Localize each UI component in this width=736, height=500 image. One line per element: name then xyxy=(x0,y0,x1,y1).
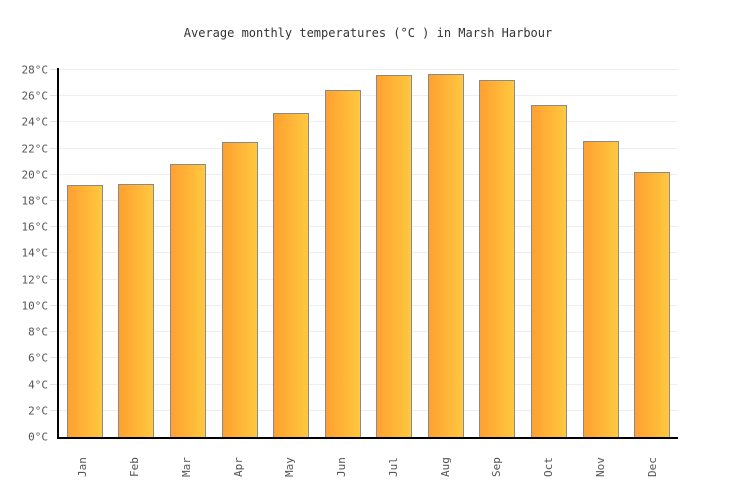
plot-area xyxy=(50,68,678,439)
bar-sep[interactable] xyxy=(479,80,516,437)
y-tick-label: 2°C xyxy=(28,404,48,418)
gridline xyxy=(59,68,678,70)
x-tick-label: Aug xyxy=(438,457,452,477)
bar-dec[interactable] xyxy=(634,172,671,437)
y-tick-label: 26°C xyxy=(21,89,49,103)
x-tick-label: Dec xyxy=(645,457,659,477)
x-tick-cell: Jan xyxy=(57,443,109,477)
x-tick-cell: Dec xyxy=(626,443,678,477)
y-tick-mark xyxy=(50,383,57,385)
y-tick-label: 14°C xyxy=(21,246,49,260)
x-axis-labels: Jan Feb Mar Apr May Jun Jul Aug Sep Oct Nov Dec xyxy=(57,443,678,477)
x-tick-label: Jul xyxy=(386,457,400,477)
y-tick-label: 16°C xyxy=(21,220,49,234)
y-tick-mark xyxy=(50,173,57,175)
gridline xyxy=(59,147,678,149)
y-tick-label: 6°C xyxy=(28,351,48,365)
y-tick-label: 0°C xyxy=(28,430,48,444)
y-tick-mark xyxy=(50,331,57,333)
x-tick-label: Sep xyxy=(490,457,504,477)
y-tick-label: 10°C xyxy=(21,299,49,313)
y-tick-mark xyxy=(50,147,57,149)
y-tick-mark xyxy=(50,252,57,254)
y-tick-mark xyxy=(50,278,57,280)
y-tick-label: 22°C xyxy=(21,142,49,156)
gridline xyxy=(59,121,678,123)
bar-slot xyxy=(265,68,317,437)
x-tick-label: Nov xyxy=(593,457,607,477)
y-tick-mark xyxy=(50,200,57,202)
x-tick-cell: Aug xyxy=(419,443,471,477)
x-tick-cell: Apr xyxy=(212,443,264,477)
x-tick-label: Apr xyxy=(231,457,245,477)
gridline xyxy=(59,331,678,333)
x-tick-cell: Feb xyxy=(109,443,161,477)
y-tick-label: 8°C xyxy=(28,325,48,339)
x-tick-label: May xyxy=(283,457,297,477)
x-tick-cell: Mar xyxy=(161,443,213,477)
x-tick-cell: Jun xyxy=(316,443,368,477)
bar-jan[interactable] xyxy=(66,185,103,437)
bar-slot xyxy=(626,68,678,437)
y-tick-label: 12°C xyxy=(21,273,49,287)
bar-slot xyxy=(575,68,627,437)
y-tick-mark xyxy=(50,68,57,70)
bar-feb[interactable] xyxy=(118,184,155,437)
bar-slot xyxy=(523,68,575,437)
bars-container xyxy=(59,68,678,437)
bar-aug[interactable] xyxy=(427,73,464,437)
gridline xyxy=(59,200,678,202)
y-tick-mark xyxy=(50,226,57,228)
x-tick-cell: Oct xyxy=(523,443,575,477)
gridline xyxy=(59,252,678,254)
y-tick-mark xyxy=(50,95,57,97)
x-tick-label: Feb xyxy=(128,457,142,477)
y-tick-mark xyxy=(50,304,57,306)
bar-slot xyxy=(368,68,420,437)
x-tick-label: Mar xyxy=(179,457,193,477)
bar-slot xyxy=(472,68,524,437)
bar-may[interactable] xyxy=(273,113,310,437)
x-tick-cell: Nov xyxy=(575,443,627,477)
y-tick-label: 24°C xyxy=(21,115,49,129)
y-tick-label: 4°C xyxy=(28,378,48,392)
x-tick-label: Jan xyxy=(76,457,90,477)
x-tick-label: Jun xyxy=(335,457,349,477)
y-tick-mark xyxy=(50,409,57,411)
y-tick-mark xyxy=(50,357,57,359)
gridline xyxy=(59,95,678,97)
bar-apr[interactable] xyxy=(221,142,258,437)
bar-slot xyxy=(162,68,214,437)
y-tick-mark xyxy=(50,121,57,123)
gridline xyxy=(59,226,678,228)
x-tick-cell: Sep xyxy=(471,443,523,477)
bar-jun[interactable] xyxy=(324,89,361,437)
gridline xyxy=(59,383,678,385)
bar-slot xyxy=(214,68,266,437)
y-axis-labels: 0°C 2°C 4°C 6°C 8°C 10°C 12°C 14°C 16°C 18°C 20°C 2… xyxy=(0,63,49,443)
bar-oct[interactable] xyxy=(530,105,567,437)
y-tick-label: 28°C xyxy=(21,63,49,77)
gridline xyxy=(59,278,678,280)
y-tick-label: 18°C xyxy=(21,194,49,208)
gridline xyxy=(59,409,678,411)
gridline xyxy=(59,173,678,175)
x-tick-cell: Jul xyxy=(368,443,420,477)
x-tick-label: Oct xyxy=(542,457,556,477)
x-tick-cell: May xyxy=(264,443,316,477)
bar-nov[interactable] xyxy=(582,140,619,437)
bar-slot xyxy=(420,68,472,437)
gridline xyxy=(59,357,678,359)
bar-jul[interactable] xyxy=(376,75,413,437)
bar-mar[interactable] xyxy=(169,164,206,437)
gridline xyxy=(59,304,678,306)
chart-title: Average monthly temperatures (°C ) in Ma… xyxy=(183,26,553,40)
bar-slot xyxy=(317,68,369,437)
bar-slot xyxy=(111,68,163,437)
y-tick-label: 20°C xyxy=(21,168,49,182)
bar-slot xyxy=(59,68,111,437)
